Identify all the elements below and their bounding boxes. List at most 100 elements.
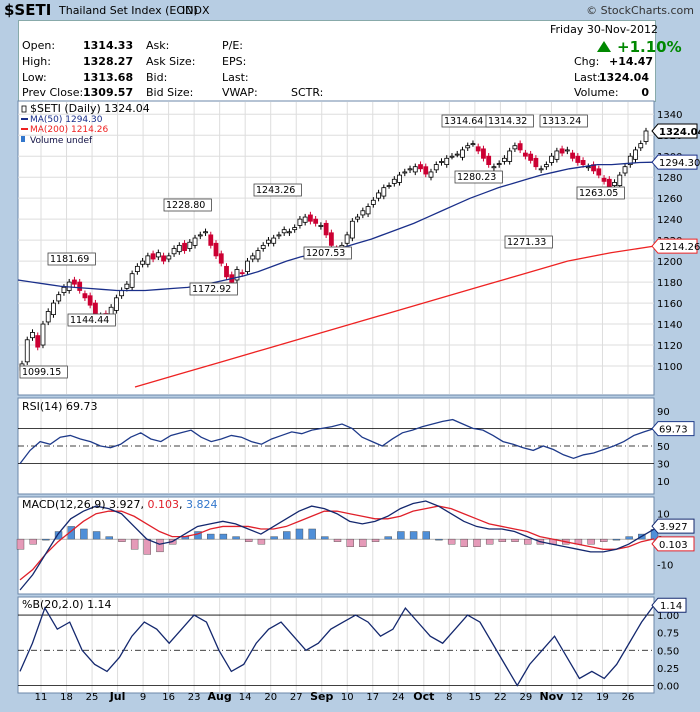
candle-body: [428, 171, 434, 178]
candle-body: [617, 174, 623, 186]
candle-body: [276, 234, 282, 237]
rsi-value-tag: [651, 421, 695, 437]
macd-histogram-bar: [194, 531, 202, 540]
rsi-y-tick: 90: [657, 407, 670, 418]
candle-body: [292, 227, 298, 231]
candle-body: [381, 187, 387, 197]
candle-body: [82, 293, 88, 299]
candle-body: [192, 237, 198, 246]
macd-signal-line: [19, 505, 655, 581]
candle-body: [166, 255, 172, 260]
candle-body: [323, 222, 329, 236]
candle-body: [522, 152, 528, 157]
macd-histogram-bar: [206, 533, 215, 540]
candle-body: [496, 163, 502, 166]
annotation-label: 1313.24: [542, 116, 581, 127]
x-tick-label: 24: [392, 692, 405, 703]
candle-body: [119, 290, 125, 297]
macd-histogram-bar: [270, 536, 278, 540]
x-tick-label: 27: [290, 692, 303, 703]
candle-body: [570, 152, 575, 159]
candle-body: [182, 242, 187, 252]
candle-body: [161, 255, 166, 262]
macd-histogram-bar: [346, 538, 354, 547]
low-value: 1313.68: [83, 71, 134, 84]
percentb-line: [19, 604, 655, 687]
x-tick-label: Jul: [109, 690, 126, 703]
candle-body: [344, 234, 350, 244]
last-label: Last:: [574, 71, 601, 84]
annotation-box: [539, 114, 588, 128]
candle-body: [234, 269, 240, 281]
x-tick-label: 18: [60, 692, 73, 703]
candle-body: [281, 229, 287, 234]
annotation-label: 1099.15: [22, 367, 61, 378]
chg-value: +14.47: [609, 55, 654, 68]
candle-body: [423, 166, 429, 175]
x-tick-label: 10: [341, 692, 354, 703]
candle-body: [439, 161, 444, 163]
candle-body: [145, 255, 151, 265]
macd-histogram-bar: [257, 538, 266, 545]
candle-body: [24, 339, 30, 363]
candle-body: [355, 216, 360, 220]
macd-y-tick: 10: [657, 510, 670, 521]
macd-histogram-bar: [295, 528, 304, 540]
candle-body: [470, 143, 476, 146]
candle-body: [585, 166, 591, 169]
pe-label: P/E:: [222, 39, 243, 52]
candle-body: [287, 231, 292, 234]
rsi-y-tick: 30: [657, 460, 670, 471]
candle-body: [486, 155, 492, 166]
candle-body: [606, 178, 612, 189]
macd-histogram-bar: [397, 531, 405, 540]
macd-histogram-bar: [283, 531, 291, 540]
legend-ma200: MA(200) 1214.26: [30, 125, 108, 135]
sctr-label: SCTR:: [291, 86, 324, 99]
prevclose-value: 1309.57: [83, 86, 134, 99]
last-quote-label: Last:: [222, 71, 249, 84]
chg-label: Chg:: [574, 55, 600, 68]
candle-body: [412, 166, 418, 173]
candle-body: [56, 294, 62, 302]
annotation-label: 1314.64: [444, 116, 483, 127]
annotation-label: 1280.23: [457, 172, 496, 183]
up-arrow-icon: [597, 41, 611, 52]
candle-body: [360, 210, 366, 216]
candle-body: [302, 216, 308, 223]
price-value-tag-label: 1294.30: [659, 158, 700, 169]
candle-body: [72, 279, 77, 285]
percentb-value-tag-label: 1.14: [660, 601, 682, 612]
candle-body: [601, 177, 607, 182]
macd-histogram-bar: [625, 536, 633, 540]
open-value: 1314.33: [83, 39, 134, 52]
candle-body: [129, 273, 135, 288]
price-y-tick: 1140: [657, 320, 682, 331]
macd-histogram-bar: [587, 538, 595, 545]
legend-candle-icon: [21, 105, 27, 113]
annotation-label: 1181.69: [50, 254, 89, 265]
candle-body: [93, 302, 98, 314]
candle-body: [564, 149, 570, 152]
candle-body: [218, 253, 224, 264]
macd-histogram-bar: [232, 536, 240, 540]
eps-label: EPS:: [222, 55, 247, 68]
candle-body: [266, 239, 271, 244]
candle-body: [475, 146, 481, 152]
copyright-label: © StockCharts.com: [586, 4, 694, 17]
percentb-y-tick: 0.25: [657, 664, 679, 675]
candle-body: [612, 182, 617, 186]
price-y-tick: 1100: [657, 362, 682, 373]
x-tick-label: 26: [622, 692, 635, 703]
legend-price: $SETI (Daily) 1324.04: [30, 102, 150, 115]
candle-body: [549, 155, 555, 163]
candle-body: [77, 281, 83, 291]
annotation-box: [47, 252, 96, 266]
candle-body: [140, 260, 146, 265]
candle-body: [433, 164, 439, 171]
last-value: 1324.04: [598, 71, 649, 84]
macd-histogram-bar: [105, 536, 113, 540]
macd-histogram-bar: [130, 538, 139, 550]
